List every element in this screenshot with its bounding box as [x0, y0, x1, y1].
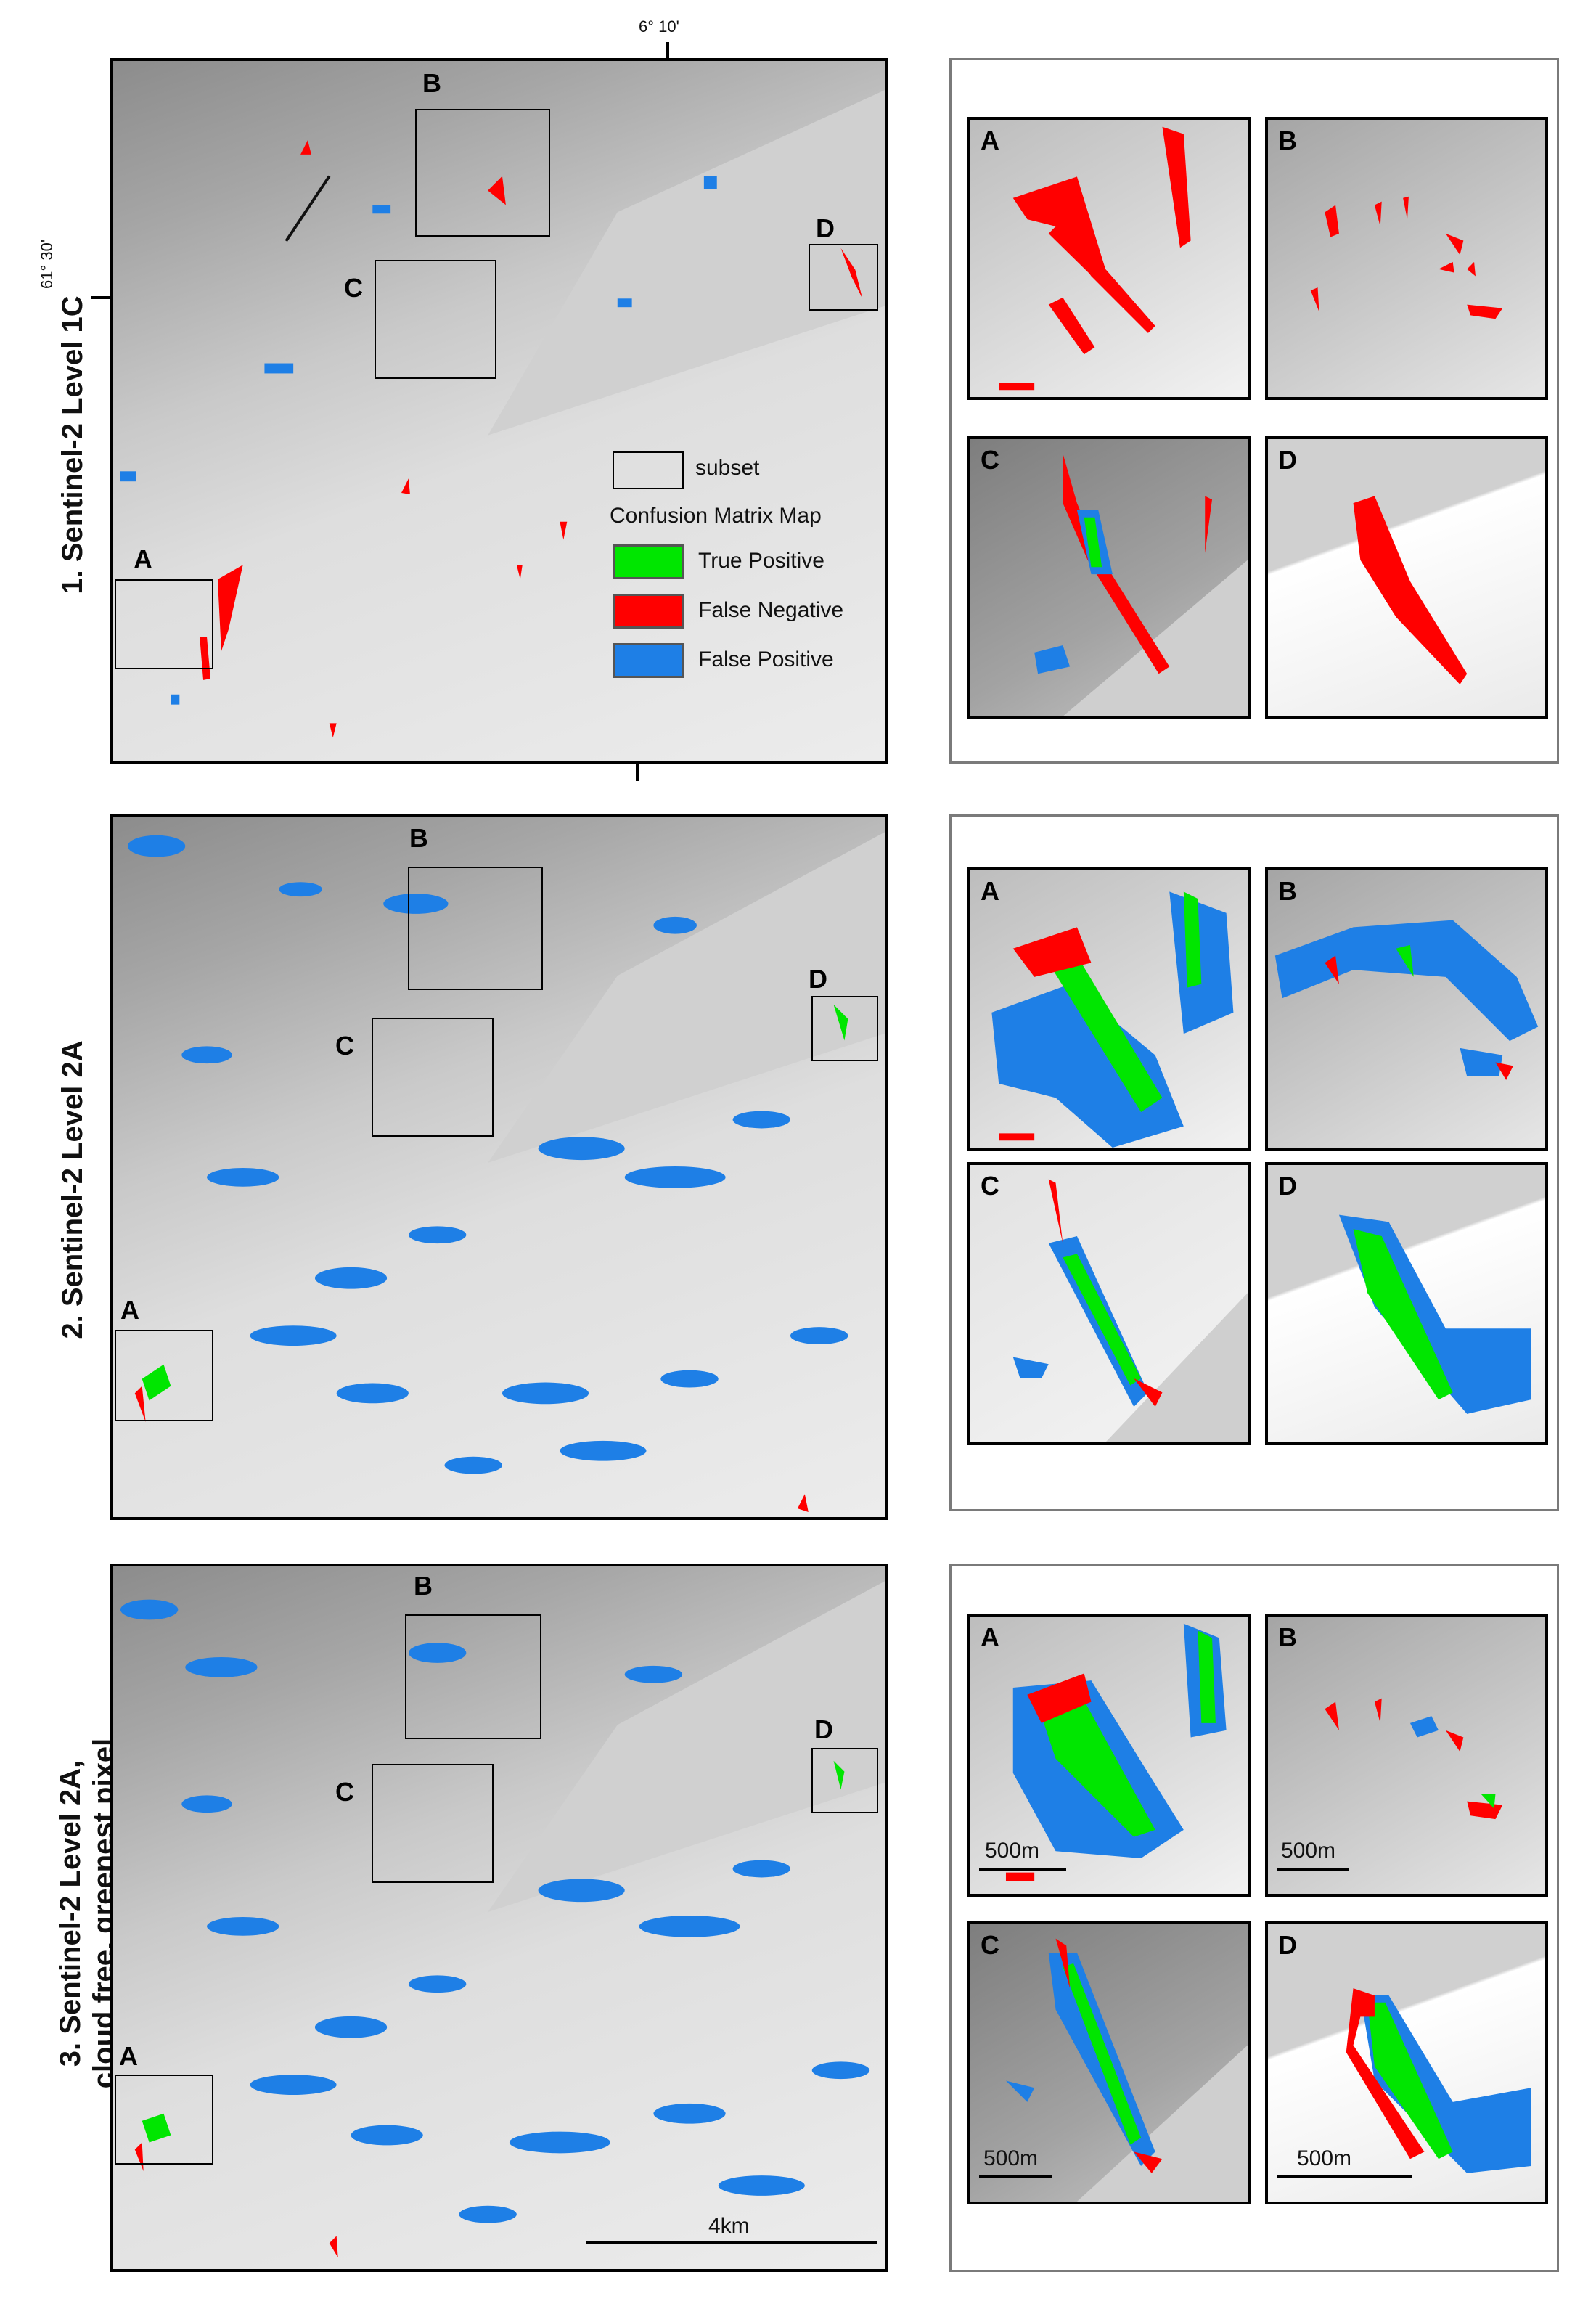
scale-label-3d: 500m [1297, 2146, 1352, 2170]
scale-label-3c: 500m [983, 2146, 1039, 2170]
box-label-c: C [344, 273, 363, 303]
scale-bar-3d [1277, 2175, 1412, 2178]
inset-1d-letter: D [1278, 445, 1297, 475]
scale-label-3a: 500m [985, 1839, 1040, 1863]
map-level2a-greenest: A B C D 4km [110, 1564, 888, 2272]
box-label-d: D [814, 1715, 833, 1744]
box-label-c: C [335, 1777, 354, 1807]
inset-3a: A 500m [967, 1614, 1251, 1897]
subset-box-a [115, 579, 213, 669]
inset-3d: D 500m [1265, 1921, 1548, 2204]
subset-box-a [115, 2075, 213, 2165]
scale-bar-3b [1277, 1868, 1349, 1871]
inset-1d: D [1265, 436, 1548, 719]
inset-1c: C [967, 436, 1251, 719]
inset-2a-letter: A [981, 876, 999, 906]
inset-1a: A [967, 117, 1251, 400]
bottom-tick [636, 762, 639, 781]
subset-box-d [811, 996, 878, 1061]
inset-3c-letter: C [981, 1930, 999, 1960]
row2-label: 2. Sentinel-2 Level 2A [57, 1040, 89, 1339]
inset-2d: D [1265, 1162, 1548, 1445]
subset-box-b [408, 867, 543, 990]
subset-box-d [811, 1748, 878, 1813]
inset-panel-row1: A B C D [949, 58, 1559, 764]
inset-2c: C [967, 1162, 1251, 1445]
scale-label-main: 4km [708, 2214, 750, 2238]
scale-bar-3a [979, 1868, 1066, 1871]
left-tick [91, 296, 113, 299]
subset-box-d [809, 244, 878, 311]
subset-box-a [115, 1330, 213, 1421]
scale-bar-3c [979, 2175, 1052, 2178]
legend-label-false-positive: False Positive [698, 647, 834, 671]
inset-1b-letter: B [1278, 126, 1297, 155]
inset-1a-letter: A [981, 126, 999, 155]
row1-label: 1. Sentinel-2 Level 1C [57, 295, 89, 594]
inset-3b: B 500m [1265, 1614, 1548, 1897]
legend-label-false-negative: False Negative [698, 598, 844, 622]
inset-2d-letter: D [1278, 1171, 1297, 1201]
map-level1c: A B C D subset Confusion Matrix Map True… [110, 58, 888, 764]
inset-3c: C 500m [967, 1921, 1251, 2204]
box-label-c: C [335, 1031, 354, 1060]
inset-3a-letter: A [981, 1622, 999, 1652]
box-label-d: D [809, 964, 827, 994]
legend-label-true-positive: True Positive [698, 549, 824, 573]
legend-swatch-true-positive [613, 544, 684, 579]
inset-2c-letter: C [981, 1171, 999, 1201]
legend-subset-label: subset [695, 456, 760, 480]
box-label-d: D [816, 213, 835, 243]
longitude-label: 6° 10' [639, 17, 679, 36]
scale-bar-main [586, 2241, 877, 2244]
inset-2b: B [1265, 867, 1548, 1151]
map-level2a: A B C D [110, 814, 888, 1520]
subset-box-c [375, 260, 496, 379]
legend-title: Confusion Matrix Map [610, 504, 822, 528]
box-label-a: A [134, 544, 152, 574]
subset-box-b [415, 109, 550, 237]
subset-box-c [372, 1018, 494, 1137]
box-label-b: B [422, 68, 441, 98]
inset-3b-letter: B [1278, 1622, 1297, 1652]
inset-1b: B [1265, 117, 1548, 400]
inset-1c-letter: C [981, 445, 999, 475]
legend-swatch-false-negative [613, 594, 684, 629]
inset-panel-row2: A B C D [949, 814, 1559, 1511]
inset-2a: A [967, 867, 1251, 1151]
box-label-a: A [120, 1295, 139, 1325]
inset-panel-row3: A 500m B 500m C 500m D [949, 1564, 1559, 2272]
legend-subset-swatch [613, 451, 684, 489]
inset-2b-letter: B [1278, 876, 1297, 906]
subset-box-b [405, 1614, 541, 1739]
legend-swatch-false-positive [613, 643, 684, 678]
box-label-b: B [409, 823, 428, 853]
top-tick [666, 42, 669, 61]
box-label-b: B [414, 1571, 433, 1601]
scale-label-3b: 500m [1281, 1839, 1336, 1863]
box-label-a: A [119, 2041, 138, 2071]
row3-label-line1: 3. Sentinel-2 Level 2A, [54, 1760, 86, 2067]
inset-3d-letter: D [1278, 1930, 1297, 1960]
latitude-label: 61° 30' [38, 239, 56, 289]
subset-box-c [372, 1764, 494, 1883]
